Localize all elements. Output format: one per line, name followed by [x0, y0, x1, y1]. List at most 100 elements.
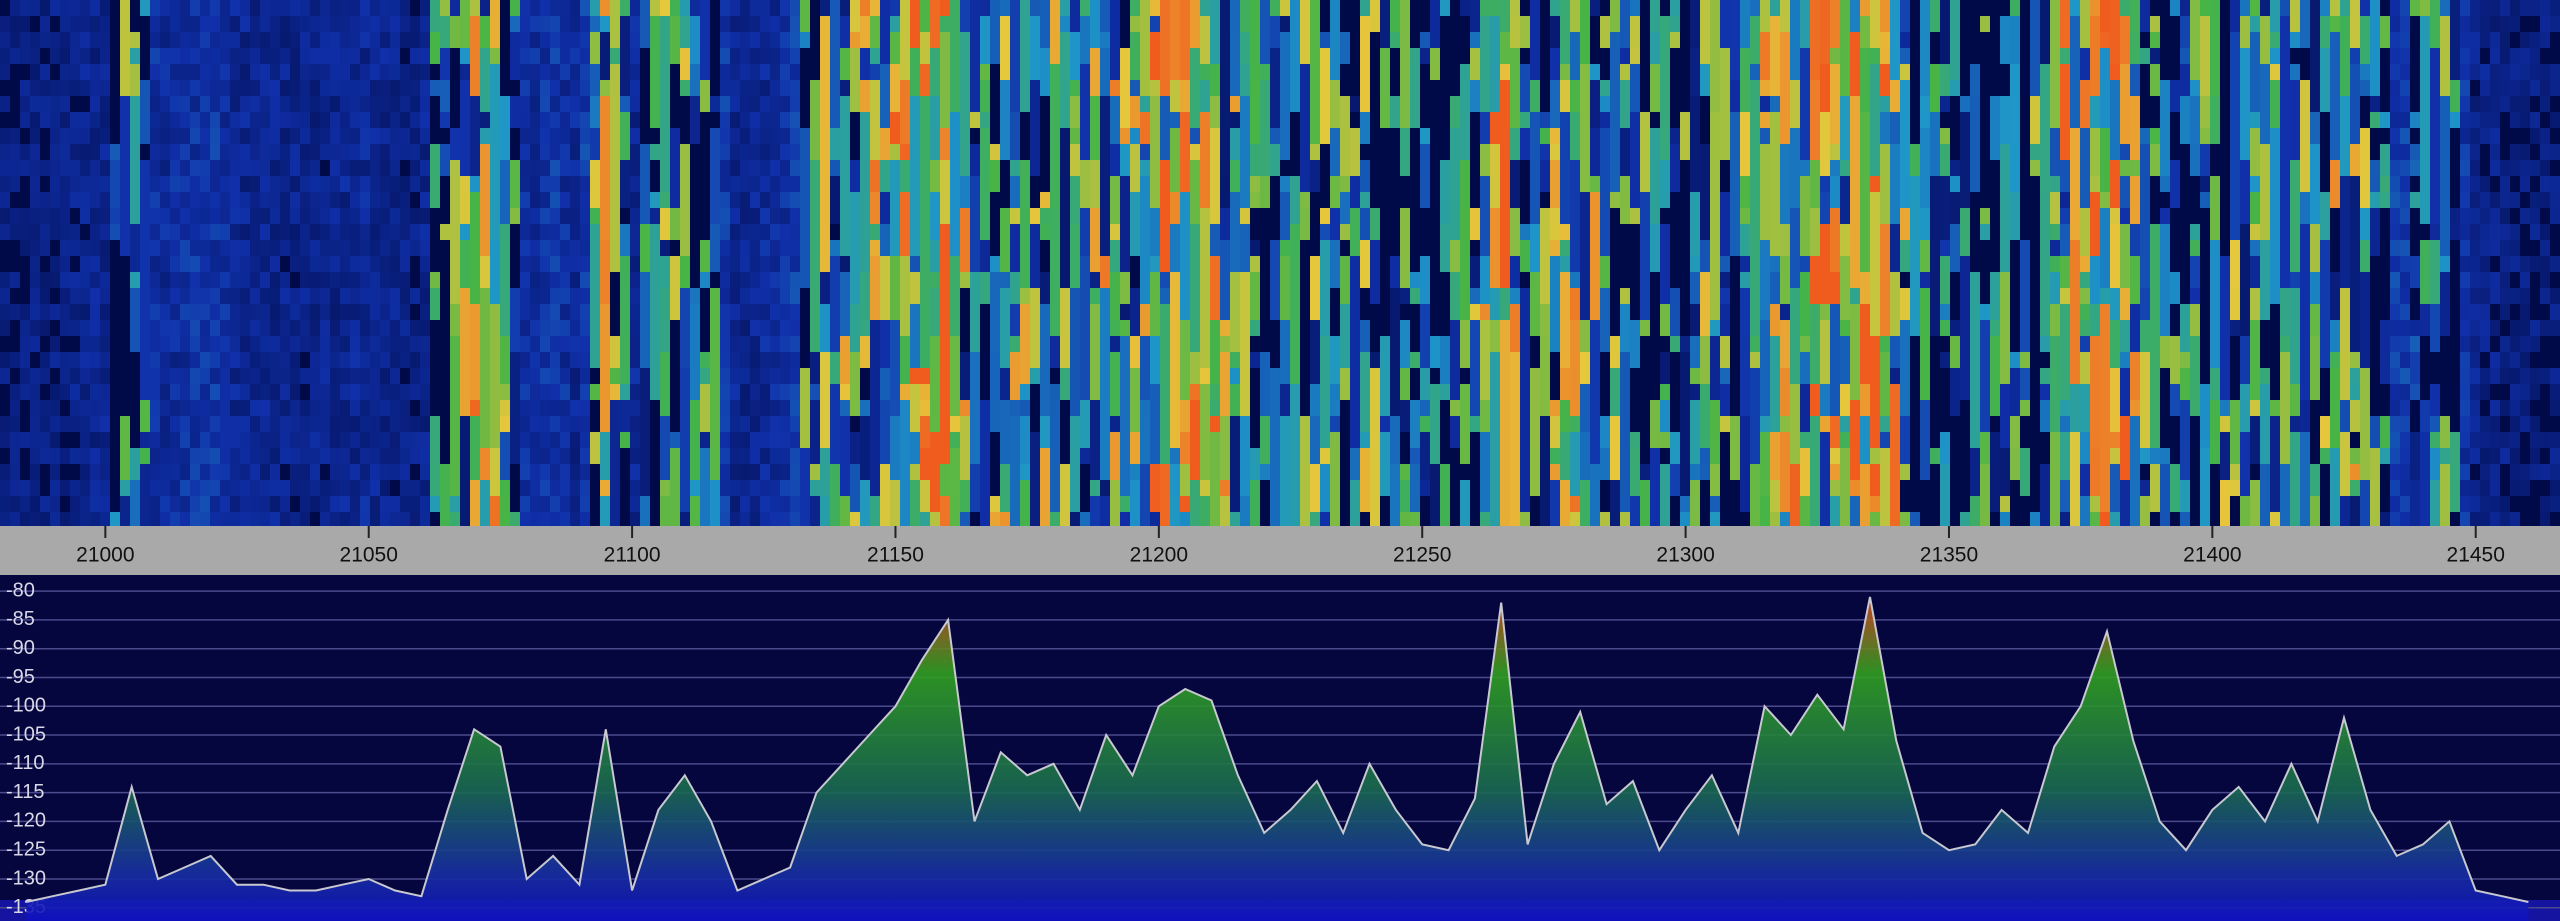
waterfall-cell — [640, 320, 650, 336]
waterfall-cell — [1090, 64, 1100, 80]
waterfall-cell — [890, 448, 900, 464]
waterfall-cell — [700, 240, 710, 256]
waterfall-cell — [600, 416, 610, 432]
waterfall-cell — [1350, 96, 1360, 112]
waterfall-cell — [1600, 464, 1610, 480]
waterfall-cell — [520, 64, 530, 80]
waterfall-cell — [340, 256, 350, 272]
waterfall-cell — [750, 320, 760, 336]
waterfall-cell — [1500, 320, 1510, 336]
waterfall-cell — [950, 512, 960, 526]
waterfall-cell — [1500, 384, 1510, 400]
waterfall-cell — [920, 208, 930, 224]
waterfall-cell — [1210, 32, 1220, 48]
waterfall-cell — [1630, 432, 1640, 448]
waterfall-cell — [1380, 416, 1390, 432]
waterfall-cell — [200, 480, 210, 496]
waterfall-cell — [790, 192, 800, 208]
waterfall-cell — [450, 16, 460, 32]
waterfall-cell — [1030, 224, 1040, 240]
waterfall-cell — [710, 256, 720, 272]
waterfall-cell — [300, 0, 310, 16]
waterfall-cell — [1570, 272, 1580, 288]
waterfall-cell — [370, 144, 380, 160]
waterfall-cell — [570, 224, 580, 240]
waterfall-cell — [150, 176, 160, 192]
waterfall-cell — [1040, 416, 1050, 432]
waterfall-cell — [0, 224, 10, 240]
waterfall-cell — [1690, 384, 1700, 400]
waterfall-cell — [310, 112, 320, 128]
waterfall-cell — [930, 0, 940, 16]
waterfall-cell — [500, 352, 510, 368]
waterfall-cell — [470, 224, 480, 240]
waterfall-cell — [550, 192, 560, 208]
waterfall-cell — [1520, 400, 1530, 416]
waterfall-cell — [840, 464, 850, 480]
waterfall-cell — [720, 304, 730, 320]
waterfall-cell — [410, 16, 420, 32]
waterfall-cell — [20, 80, 30, 96]
waterfall-cell — [1690, 144, 1700, 160]
waterfall-cell — [930, 512, 940, 526]
waterfall-cell — [910, 432, 920, 448]
waterfall-cell — [1090, 320, 1100, 336]
waterfall-cell — [230, 320, 240, 336]
waterfall-cell — [970, 288, 980, 304]
waterfall-cell — [80, 32, 90, 48]
waterfall-cell — [1190, 464, 1200, 480]
waterfall-cell — [1320, 400, 1330, 416]
waterfall-cell — [1510, 384, 1520, 400]
waterfall-cell — [1010, 96, 1020, 112]
waterfall-cell — [130, 336, 140, 352]
waterfall-cell — [140, 176, 150, 192]
waterfall-cell — [1030, 208, 1040, 224]
waterfall-cell — [1320, 288, 1330, 304]
waterfall-cell — [40, 352, 50, 368]
waterfall-cell — [920, 432, 930, 448]
waterfall-cell — [1480, 176, 1490, 192]
waterfall-cell — [1490, 512, 1500, 526]
waterfall-cell — [560, 320, 570, 336]
waterfall-cell — [490, 496, 500, 512]
waterfall-cell — [1280, 128, 1290, 144]
waterfall-cell — [960, 96, 970, 112]
waterfall-cell — [150, 352, 160, 368]
waterfall-cell — [410, 32, 420, 48]
waterfall-cell — [700, 384, 710, 400]
waterfall-cell — [1280, 256, 1290, 272]
waterfall-cell — [570, 496, 580, 512]
waterfall-cell — [240, 336, 250, 352]
waterfall-cell — [540, 208, 550, 224]
waterfall-cell — [1050, 224, 1060, 240]
waterfall-cell — [190, 336, 200, 352]
waterfall-cell — [1650, 208, 1660, 224]
waterfall-cell — [260, 368, 270, 384]
waterfall-cell — [1540, 256, 1550, 272]
waterfall-cell — [610, 464, 620, 480]
waterfall-cell — [1250, 352, 1260, 368]
waterfall-cell — [810, 256, 820, 272]
waterfall-cell — [810, 272, 820, 288]
waterfall-cell — [1020, 80, 1030, 96]
waterfall-cell — [390, 32, 400, 48]
waterfall-cell — [130, 48, 140, 64]
waterfall-cell — [300, 112, 310, 128]
waterfall-cell — [1580, 464, 1590, 480]
waterfall-cell — [230, 16, 240, 32]
waterfall-cell — [1150, 224, 1160, 240]
waterfall-cell — [1220, 464, 1230, 480]
waterfall-cell — [430, 176, 440, 192]
waterfall-cell — [140, 128, 150, 144]
waterfall-cell — [980, 96, 990, 112]
waterfall-cell — [170, 400, 180, 416]
waterfall-cell — [1020, 208, 1030, 224]
waterfall-cell — [660, 336, 670, 352]
waterfall-cell — [130, 208, 140, 224]
waterfall-cell — [730, 448, 740, 464]
waterfall-cell — [500, 336, 510, 352]
waterfall-cell — [950, 16, 960, 32]
waterfall-cell — [830, 192, 840, 208]
waterfall-cell — [820, 304, 830, 320]
waterfall-cell — [520, 272, 530, 288]
